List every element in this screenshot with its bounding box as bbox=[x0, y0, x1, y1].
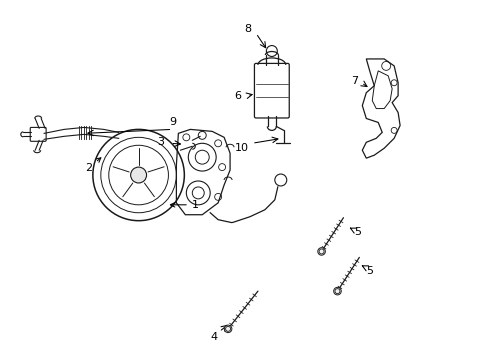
Text: 5: 5 bbox=[365, 266, 372, 276]
Text: 2: 2 bbox=[85, 158, 101, 173]
Circle shape bbox=[333, 287, 341, 295]
Text: 5: 5 bbox=[353, 226, 360, 237]
Text: 3: 3 bbox=[157, 137, 163, 147]
Circle shape bbox=[224, 325, 231, 333]
Text: 4: 4 bbox=[210, 332, 217, 342]
Text: 7: 7 bbox=[350, 76, 357, 86]
Text: 9: 9 bbox=[168, 117, 176, 127]
Text: 8: 8 bbox=[244, 24, 251, 34]
Circle shape bbox=[130, 167, 146, 183]
Text: 6: 6 bbox=[234, 91, 241, 101]
Circle shape bbox=[317, 248, 325, 255]
Text: 10: 10 bbox=[235, 143, 248, 153]
Text: 1: 1 bbox=[170, 200, 199, 210]
